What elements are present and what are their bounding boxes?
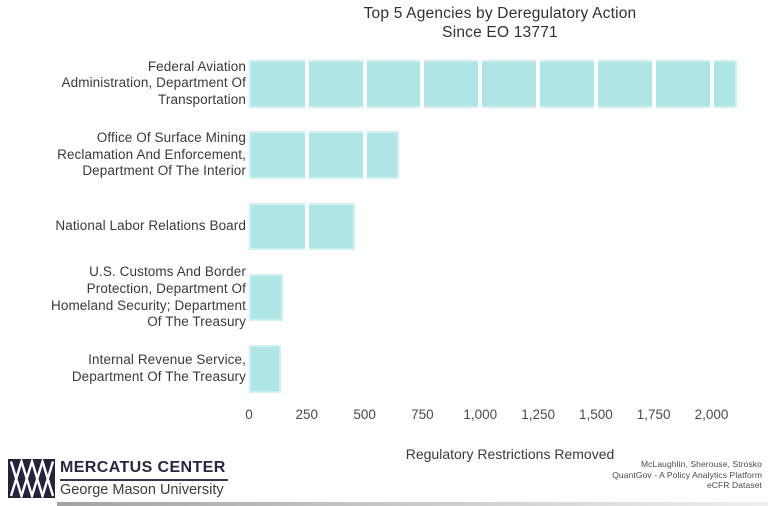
- category-label: Federal Aviation Administration, Departme…: [4, 58, 246, 108]
- x-tick-label: 750: [411, 407, 434, 422]
- attribution-platform: QuantGov - A Policy Analytics Platform: [612, 469, 762, 480]
- x-tick-label: 1,500: [578, 407, 613, 422]
- bar: [249, 202, 356, 251]
- logo-suborg-name: George Mason University: [60, 482, 224, 498]
- bar: [249, 345, 282, 393]
- attribution-dataset: eCFR Dataset: [706, 480, 762, 490]
- category-label-line: Transportation: [158, 92, 246, 108]
- category-label-line: Protection, Department Of: [86, 280, 246, 296]
- category-label-line: Reclamation And Enforcement,: [57, 146, 246, 162]
- category-label-line: U.S. Customs And Border: [89, 264, 246, 280]
- x-tick-label: 1,250: [521, 407, 555, 422]
- gridline: [536, 56, 541, 394]
- chart-title-line2: Since EO 13771: [442, 24, 558, 41]
- bottom-edge-bar: [57, 502, 768, 506]
- x-tick-label: 0: [245, 407, 253, 422]
- bar: [249, 60, 737, 108]
- category-label-line: Department Of The Interior: [82, 163, 246, 179]
- mercatus-logo-icon: [8, 459, 55, 498]
- logo-org-name: MERCATUS CENTER: [60, 459, 226, 476]
- attribution-authors: McLaughlin, Sherouse, Strosko: [640, 459, 762, 469]
- gridline: [709, 56, 714, 394]
- x-tick-label: 500: [353, 407, 376, 422]
- category-label: National Labor Relations Board: [4, 203, 246, 251]
- chart-title-line1: Top 5 Agencies by Deregulatory Action: [363, 5, 637, 22]
- attribution-block: McLaughlin, Sherouse, Strosko QuantGov -…: [612, 459, 762, 491]
- gridline: [304, 56, 309, 394]
- category-label-line: National Labor Relations Board: [55, 217, 246, 233]
- category-label: Internal Revenue Service, Department Of T…: [4, 345, 246, 393]
- x-tick-label: 1,000: [463, 407, 498, 422]
- category-label-line: Federal Aviation: [147, 58, 246, 74]
- x-tick-label: 2,000: [694, 407, 729, 422]
- gridline: [478, 56, 483, 394]
- category-label-line: Internal Revenue Service,: [88, 352, 246, 368]
- gridline: [651, 56, 656, 394]
- category-label-line: Department Of The Treasury: [71, 368, 246, 384]
- bar: [249, 131, 400, 179]
- category-label-line: Of The Treasury: [147, 314, 246, 330]
- category-label-line: Homeland Security; Department: [51, 297, 246, 313]
- bar: [249, 273, 283, 322]
- x-axis-label: Regulatory Restrictions Removed: [405, 446, 615, 462]
- category-label: Office Of Surface Mining Reclamation And …: [4, 129, 246, 179]
- logo-divider: [60, 479, 228, 481]
- x-tick-label: 1,750: [636, 407, 671, 422]
- category-label-line: Administration, Department Of: [61, 75, 246, 91]
- gridline: [420, 56, 425, 394]
- gridline: [593, 56, 598, 394]
- category-label-line: Office Of Surface Mining: [96, 129, 246, 145]
- x-tick-label: 250: [295, 407, 319, 422]
- category-label: U.S. Customs And Border Protection, Depar…: [4, 264, 246, 329]
- gridline: [362, 56, 367, 394]
